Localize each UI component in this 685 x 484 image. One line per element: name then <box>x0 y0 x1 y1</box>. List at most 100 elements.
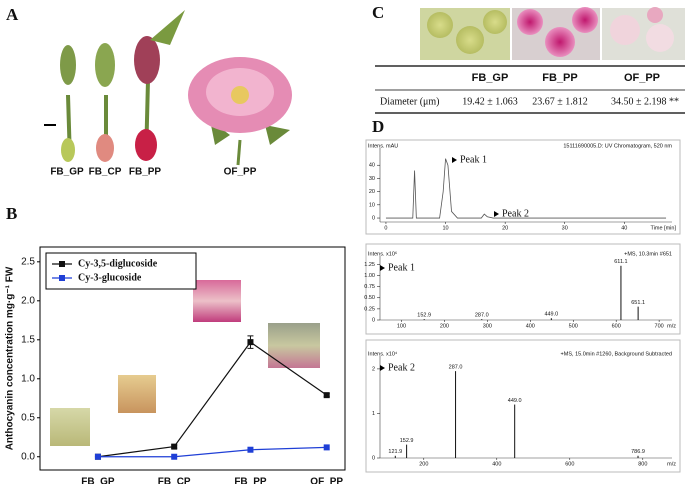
y-tick-label: 20 <box>369 189 375 195</box>
y-tick-label: 2.5 <box>21 256 35 267</box>
column-header: FB_GP <box>472 72 509 84</box>
x-axis-label: m/z <box>667 461 676 467</box>
panel-frame <box>365 339 681 473</box>
peak-label: 449.0 <box>508 398 522 404</box>
x-tick-label: 600 <box>612 323 621 329</box>
y-tick-label: 2.0 <box>21 295 35 306</box>
column-header: OF_PP <box>624 72 660 84</box>
annotation-arrow <box>452 157 457 163</box>
x-tick-label: 10 <box>442 225 448 231</box>
x-tick-label: 600 <box>565 461 574 467</box>
x-axis-label: Time [min] <box>651 225 677 231</box>
x-axis-label: m/z <box>667 323 676 329</box>
cell: 19.42 ± 1.063 <box>462 96 518 107</box>
peak-label: 152.9 <box>400 438 414 444</box>
annotation: Peak 2 <box>502 208 529 219</box>
x-tick-label: 500 <box>569 323 578 329</box>
y-tick-label: 1.00 <box>364 273 375 279</box>
marker <box>323 392 330 399</box>
y-axis-label: Anthocyanin concentration mg·g⁻¹ FW <box>5 266 16 450</box>
y-tick-label: 0 <box>372 317 375 323</box>
annotation-arrow <box>380 365 385 371</box>
y-tick-label: 0 <box>372 455 375 461</box>
diameter-table: FB_GP FB_PP OF_PP Diameter (μm) 19.42 ± … <box>375 65 685 114</box>
marker <box>171 453 178 460</box>
x-tick-label: 400 <box>492 461 501 467</box>
cell: 23.67 ± 1.812 <box>532 96 588 107</box>
y-axis-label: Intens. x10⁶ <box>368 250 397 257</box>
panel-letter: D <box>372 117 384 136</box>
y-tick-label: 0 <box>372 215 375 221</box>
x-tick-label: 20 <box>502 225 508 231</box>
x-tick-label: 0 <box>384 225 387 231</box>
y-tick-label: 0.5 <box>21 412 35 423</box>
peak-label: 651.1 <box>631 300 645 306</box>
y-tick-label: 0.75 <box>364 284 375 290</box>
y-tick-label: 1 <box>372 411 375 417</box>
panel-frame <box>365 243 681 335</box>
y-tick-label: 10 <box>369 202 375 208</box>
annotation: Peak 1 <box>388 262 415 273</box>
y-tick-label: 0.0 <box>21 451 35 462</box>
legend-marker <box>59 261 65 267</box>
marker <box>247 446 254 453</box>
x-tick-label: FB_CP <box>158 477 191 484</box>
annotation: Peak 2 <box>388 362 415 373</box>
y-tick-label: 2 <box>372 366 375 372</box>
chart-title: 15111690005.D: UV Chromatogram, 520 nm <box>563 143 672 149</box>
sample-label: FB_PP <box>129 167 162 178</box>
x-tick-label: 300 <box>483 323 492 329</box>
chromatogram-line <box>385 158 667 219</box>
marker <box>323 444 330 451</box>
peak-label: 786.9 <box>631 449 645 455</box>
legend-box <box>45 252 197 290</box>
plot-frame <box>39 246 346 471</box>
sample-label: FB_GP <box>50 167 84 178</box>
peak-label: 152.9 <box>417 313 431 319</box>
sample-label: FB_CP <box>89 167 122 178</box>
rose-photo <box>188 57 292 166</box>
peak-label: 287.0 <box>475 313 489 319</box>
x-tick-label: 700 <box>655 323 664 329</box>
y-tick-label: 1.0 <box>21 373 35 384</box>
y-axis-label: Intens. mAU <box>368 143 398 149</box>
panel-letter: C <box>372 3 384 22</box>
x-tick-label: FB_PP <box>234 477 267 484</box>
peak-label: 121.9 <box>388 449 402 455</box>
y-tick-label: 1.5 <box>21 334 35 345</box>
legend-marker <box>59 275 65 281</box>
chart-title: +MS, 15.0min #1260, Background Subtracte… <box>561 351 672 357</box>
y-tick-label: 0.50 <box>364 295 375 301</box>
legend-label: Cy-3,5-diglucoside <box>78 258 158 269</box>
x-tick-label: 200 <box>440 323 449 329</box>
y-tick-label: 0.25 <box>364 306 375 312</box>
y-axis-label: Intens. x10⁴ <box>368 350 398 357</box>
peak-label: 611.1 <box>614 259 627 265</box>
cell: 34.50 ± 2.198 ** <box>611 96 679 107</box>
x-tick-label: OF_PP <box>310 477 343 484</box>
x-tick-label: 30 <box>562 225 568 231</box>
x-tick-label: 40 <box>621 225 627 231</box>
y-tick-label: 30 <box>369 176 375 182</box>
panel-letter: A <box>6 5 19 24</box>
peak-label: 287.0 <box>449 365 463 371</box>
marker <box>94 453 101 460</box>
annotation: Peak 1 <box>460 154 487 165</box>
y-tick-label: 40 <box>369 163 375 169</box>
series-line <box>97 341 328 458</box>
annotation-arrow <box>380 265 385 271</box>
marker <box>171 443 178 450</box>
row-label: Diameter (μm) <box>380 96 440 107</box>
marker <box>247 339 254 346</box>
chart-title: +MS, 10.3min #651 <box>624 251 672 257</box>
x-tick-label: FB_GP <box>81 477 115 484</box>
x-tick-label: 400 <box>526 323 535 329</box>
panel-letter: B <box>6 204 17 223</box>
x-tick-label: 800 <box>638 461 647 467</box>
column-header: FB_PP <box>542 72 577 84</box>
annotation-arrow <box>494 211 499 217</box>
panel-frame <box>365 139 681 235</box>
x-tick-label: 200 <box>419 461 428 467</box>
bud-photos <box>44 10 185 162</box>
